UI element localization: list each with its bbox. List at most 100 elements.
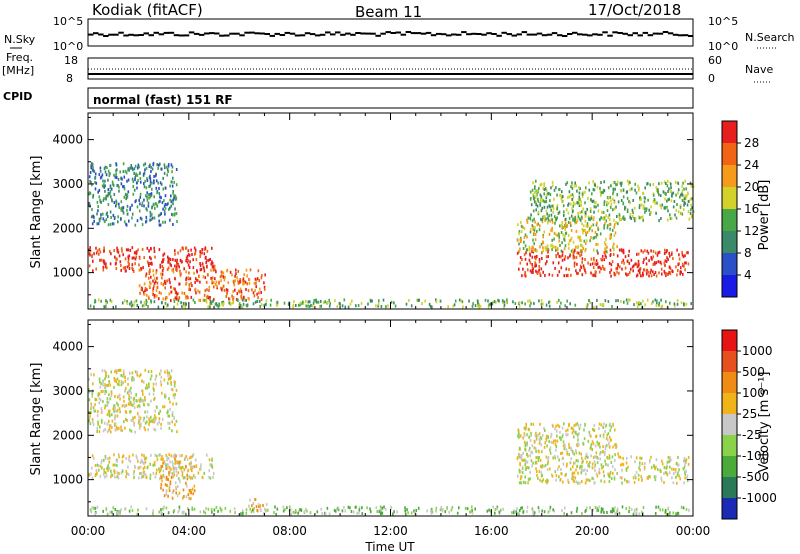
scatter-pixel	[162, 507, 164, 511]
scatter-pixel	[102, 473, 105, 477]
scatter-pixel	[377, 304, 379, 308]
scatter-pixel	[298, 509, 300, 513]
scatter-pixel	[144, 398, 146, 402]
scatter-pixel	[98, 188, 101, 192]
scatter-pixel	[91, 395, 93, 398]
scatter-pixel	[131, 378, 133, 382]
scatter-pixel	[193, 246, 196, 250]
scatter-pixel	[531, 270, 533, 274]
scatter-pixel	[163, 378, 166, 382]
scatter-pixel	[237, 289, 240, 293]
scatter-pixel	[211, 463, 213, 467]
scatter-pixel	[567, 203, 569, 207]
scatter-pixel	[607, 186, 610, 190]
scatter-pixel	[594, 444, 597, 448]
scatter-pixel	[207, 296, 210, 300]
scatter-pixel	[595, 243, 597, 246]
scatter-pixel	[575, 451, 578, 455]
scatter-pixel	[252, 302, 255, 306]
scatter-pixel	[96, 505, 99, 509]
scatter-pixel	[518, 232, 520, 236]
scatter-pixel	[591, 476, 593, 480]
scatter-pixel	[535, 264, 537, 268]
scatter-pixel	[103, 468, 105, 472]
nsky-trace-segment	[395, 31, 401, 34]
scatter-pixel	[150, 170, 152, 173]
scatter-pixel	[599, 457, 601, 461]
scatter-pixel	[146, 410, 149, 414]
scatter-pixel	[154, 255, 156, 259]
scatter-pixel	[616, 215, 618, 218]
scatter-pixel	[206, 288, 208, 292]
scatter-pixel	[150, 257, 152, 261]
scatter-pixel	[598, 471, 601, 475]
scatter-pixel	[133, 476, 135, 480]
scatter-pixel	[229, 302, 232, 306]
scatter-pixel	[558, 270, 561, 274]
scatter-pixel	[638, 204, 641, 207]
scatter-pixel	[97, 222, 100, 226]
scatter-pixel	[191, 253, 193, 256]
scatter-pixel	[628, 480, 630, 484]
scatter-pixel	[624, 205, 626, 209]
scatter-pixel	[175, 454, 177, 458]
scatter-pixel	[582, 229, 585, 232]
scatter-pixel	[118, 379, 120, 383]
scatter-pixel	[126, 193, 129, 197]
scatter-pixel	[139, 291, 141, 295]
scatter-pixel	[628, 182, 630, 186]
scatter-pixel	[542, 478, 545, 482]
scatter-pixel	[535, 456, 537, 460]
scatter-pixel	[686, 476, 688, 480]
scatter-pixel	[238, 302, 241, 306]
scatter-pixel	[539, 272, 541, 276]
scatter-pixel	[88, 419, 90, 423]
scatter-pixel	[518, 509, 521, 512]
scatter-pixel	[665, 272, 667, 275]
scatter-pixel	[128, 267, 131, 270]
scatter-pixel	[92, 382, 94, 386]
scatter-pixel	[603, 226, 605, 230]
scatter-pixel	[675, 208, 678, 212]
scatter-pixel	[649, 183, 651, 187]
scatter-pixel	[185, 455, 187, 458]
scatter-pixel	[535, 431, 537, 435]
scatter-pixel	[125, 197, 127, 201]
scatter-pixel	[676, 299, 679, 303]
colorbar-segment	[722, 330, 737, 352]
scatter-pixel	[642, 191, 645, 195]
scatter-pixel	[649, 475, 651, 479]
scatter-pixel	[246, 282, 248, 286]
scatter-pixel	[597, 508, 599, 512]
scatter-pixel	[231, 273, 233, 277]
scatter-pixel	[621, 505, 624, 509]
scatter-pixel	[616, 193, 618, 196]
nsky-trace-segment	[188, 31, 195, 34]
scatter-pixel	[175, 168, 178, 171]
scatter-pixel	[565, 274, 568, 278]
scatter-pixel	[579, 268, 581, 272]
scatter-pixel	[660, 298, 662, 302]
scatter-pixel	[129, 248, 132, 252]
scatter-pixel	[143, 416, 145, 420]
scatter-pixel	[109, 163, 112, 167]
scatter-pixel	[646, 182, 648, 186]
scatter-pixel	[674, 213, 676, 217]
scatter-pixel	[540, 267, 543, 271]
scatter-pixel	[633, 480, 636, 484]
scatter-pixel	[549, 508, 551, 512]
scatter-pixel	[189, 464, 192, 467]
colorbar-segment	[722, 231, 737, 254]
scatter-pixel	[691, 206, 693, 210]
scatter-pixel	[225, 288, 228, 292]
scatter-pixel	[498, 510, 501, 514]
scatter-pixel	[586, 207, 588, 211]
scatter-pixel	[232, 297, 234, 301]
scatter-pixel	[660, 262, 663, 266]
scatter-pixel	[89, 253, 91, 257]
scatter-pixel	[91, 420, 94, 424]
scatter-pixel	[622, 195, 625, 199]
scatter-pixel	[514, 302, 517, 305]
scatter-pixel	[93, 409, 95, 413]
